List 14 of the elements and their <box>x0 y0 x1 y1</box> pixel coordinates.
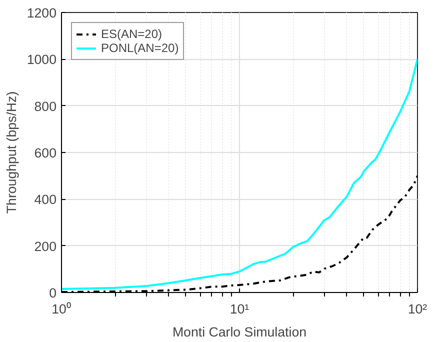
x-axis-title: Monti Carlo Simulation <box>172 324 307 340</box>
y-tick-label: 400 <box>34 192 57 208</box>
y-tick-label: 1200 <box>26 6 57 20</box>
y-tick-label: 800 <box>34 98 57 114</box>
x-tick-label: 10¹ <box>230 302 250 316</box>
x-tick-label: 10⁰ <box>52 302 72 316</box>
x-tick-label: 10² <box>408 302 428 316</box>
y-tick-label: 1000 <box>26 52 57 68</box>
y-tick-label: 200 <box>34 238 57 254</box>
y-tick-label: 600 <box>34 146 57 160</box>
legend-label: PONL(AN=20) <box>101 41 179 55</box>
legend-label: ES(AN=20) <box>101 27 162 41</box>
y-tick-label: 0 <box>49 286 57 300</box>
y-axis-title: Throughput (bps/Hz) <box>4 91 19 214</box>
